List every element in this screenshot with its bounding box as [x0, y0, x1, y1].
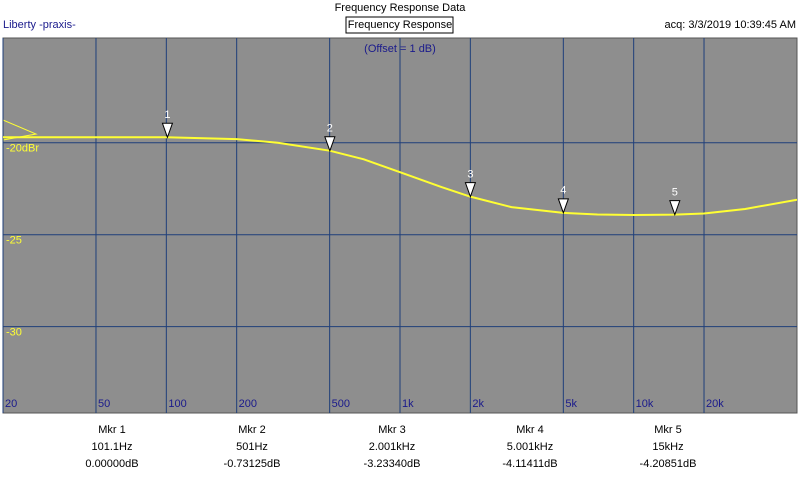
x-tick-label: 200 — [239, 398, 257, 410]
marker-number: 4 — [560, 185, 566, 197]
app-name: Liberty -praxis- — [3, 19, 76, 31]
marker-level: -0.73125dB — [224, 458, 281, 470]
marker-triangle — [464, 182, 477, 199]
trace — [3, 136, 797, 217]
marker-number: 5 — [672, 187, 678, 199]
marker-triangle — [161, 122, 174, 139]
x-tick-label: 20k — [706, 398, 724, 410]
x-tick-label: 2k — [472, 398, 484, 410]
marker-number: 1 — [164, 109, 170, 121]
marker-name: Mkr 1 — [98, 424, 126, 436]
marker-frequency: 5.001kHz — [507, 441, 553, 453]
marker-level: -4.20851dB — [640, 458, 697, 470]
marker-triangle — [557, 198, 570, 215]
marker-number: 2 — [327, 123, 333, 135]
marker-frequency: 15kHz — [652, 441, 683, 453]
marker-number: 3 — [467, 169, 473, 181]
x-tick-label: 500 — [332, 398, 350, 410]
x-tick-label: 5k — [565, 398, 577, 410]
x-tick-label: 100 — [168, 398, 186, 410]
marker-name: Mkr 2 — [238, 424, 266, 436]
panel-title-box — [345, 16, 454, 34]
marker-frequency: 2.001kHz — [369, 441, 415, 453]
y-tick-label: -25 — [6, 235, 22, 247]
marker-name: Mkr 5 — [654, 424, 682, 436]
marker-frequency: 101.1Hz — [92, 441, 133, 453]
acquired: acq: 3/3/2019 10:39:45 AM — [665, 19, 797, 31]
x-tick-label: 1k — [402, 398, 414, 410]
x-tick-label: 10k — [636, 398, 654, 410]
marker-name: Mkr 3 — [378, 424, 406, 436]
marker-level: 0.00000dB — [85, 458, 138, 470]
window-title: Frequency Response Data — [335, 2, 467, 14]
x-tick-label: 50 — [98, 398, 110, 410]
marker-level: -4.11411dB — [502, 458, 557, 470]
marker-name: Mkr 4 — [516, 424, 544, 436]
panel-title: Frequency Response — [348, 19, 453, 31]
marker-frequency: 501Hz — [236, 441, 268, 453]
marker-triangle — [669, 200, 681, 217]
marker-triangle — [324, 136, 336, 153]
marker-level: -3.23340dB — [364, 458, 421, 470]
y-tick-label: -20dBr — [6, 143, 39, 155]
y-tick-label: -30 — [6, 327, 22, 339]
x-tick-label: 20 — [5, 398, 17, 410]
plot: 20 50 100 200 500 1k 2k 5k 10k 20k -20dBr -25 -30 1 2 3… — [2, 38, 797, 413]
